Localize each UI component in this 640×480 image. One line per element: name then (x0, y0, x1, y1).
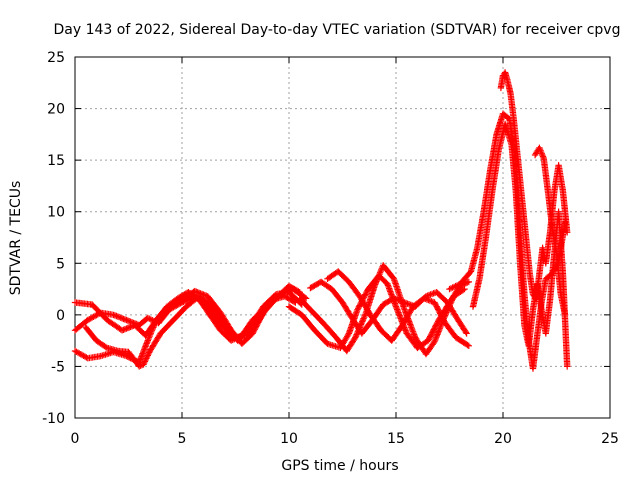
series-track-2 (71, 282, 303, 366)
axis-ticks: 0 5 10 15 20 25 -10 -5 0 5 10 15 20 25 (42, 50, 619, 447)
y-tick-label: -5 (51, 359, 65, 375)
series-track-6 (296, 262, 468, 358)
series-track-12 (531, 144, 569, 319)
y-tick-label: 15 (47, 153, 65, 169)
series-markers (531, 144, 569, 319)
y-tick-label: 0 (56, 308, 65, 324)
y-axis-label: SDTVAR / TECUs (8, 181, 24, 296)
series-markers (71, 282, 303, 366)
plot-frame (74, 56, 611, 419)
series-markers (82, 289, 305, 370)
x-tick-label: 25 (601, 431, 619, 447)
x-tick-label: 10 (280, 431, 298, 447)
x-axis-label: GPS time / hours (281, 458, 398, 474)
y-tick-label: 5 (56, 256, 65, 272)
chart-title: Day 143 of 2022, Sidereal Day-to-day VTE… (54, 22, 621, 38)
x-tick-label: 20 (494, 431, 512, 447)
series-track-11 (497, 69, 571, 303)
y-tick-label: -10 (42, 411, 65, 427)
y-tick-label: 25 (47, 50, 65, 66)
y-tick-label: 20 (47, 102, 65, 118)
x-tick-label: 15 (387, 431, 405, 447)
series-markers (497, 69, 571, 303)
series-track-4 (82, 289, 305, 370)
x-tick-label: 5 (178, 431, 187, 447)
y-tick-label: 10 (47, 205, 65, 221)
series-track-8 (324, 268, 472, 349)
series-markers (324, 268, 472, 349)
series-group (71, 69, 571, 372)
x-tick-label: 0 (71, 431, 80, 447)
